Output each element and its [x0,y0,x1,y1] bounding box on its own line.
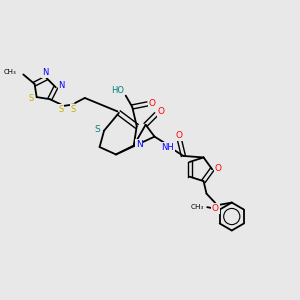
Text: O: O [149,99,156,108]
Text: CH₃: CH₃ [190,204,204,210]
Text: N: N [42,68,48,77]
Text: O: O [212,204,219,213]
Text: S: S [94,125,100,134]
Text: CH₃: CH₃ [4,69,17,75]
Text: S: S [58,105,64,114]
Text: NH: NH [161,142,174,152]
Text: S: S [71,105,76,114]
Text: HO: HO [111,86,124,95]
Text: O: O [176,131,183,140]
Text: N: N [58,81,65,90]
Text: O: O [157,107,164,116]
Text: N: N [136,140,142,148]
Text: O: O [214,164,222,173]
Text: S: S [29,94,34,103]
